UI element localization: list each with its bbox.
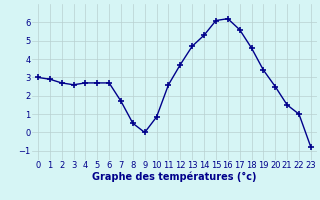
X-axis label: Graphe des températures (°c): Graphe des températures (°c) [92, 172, 257, 182]
